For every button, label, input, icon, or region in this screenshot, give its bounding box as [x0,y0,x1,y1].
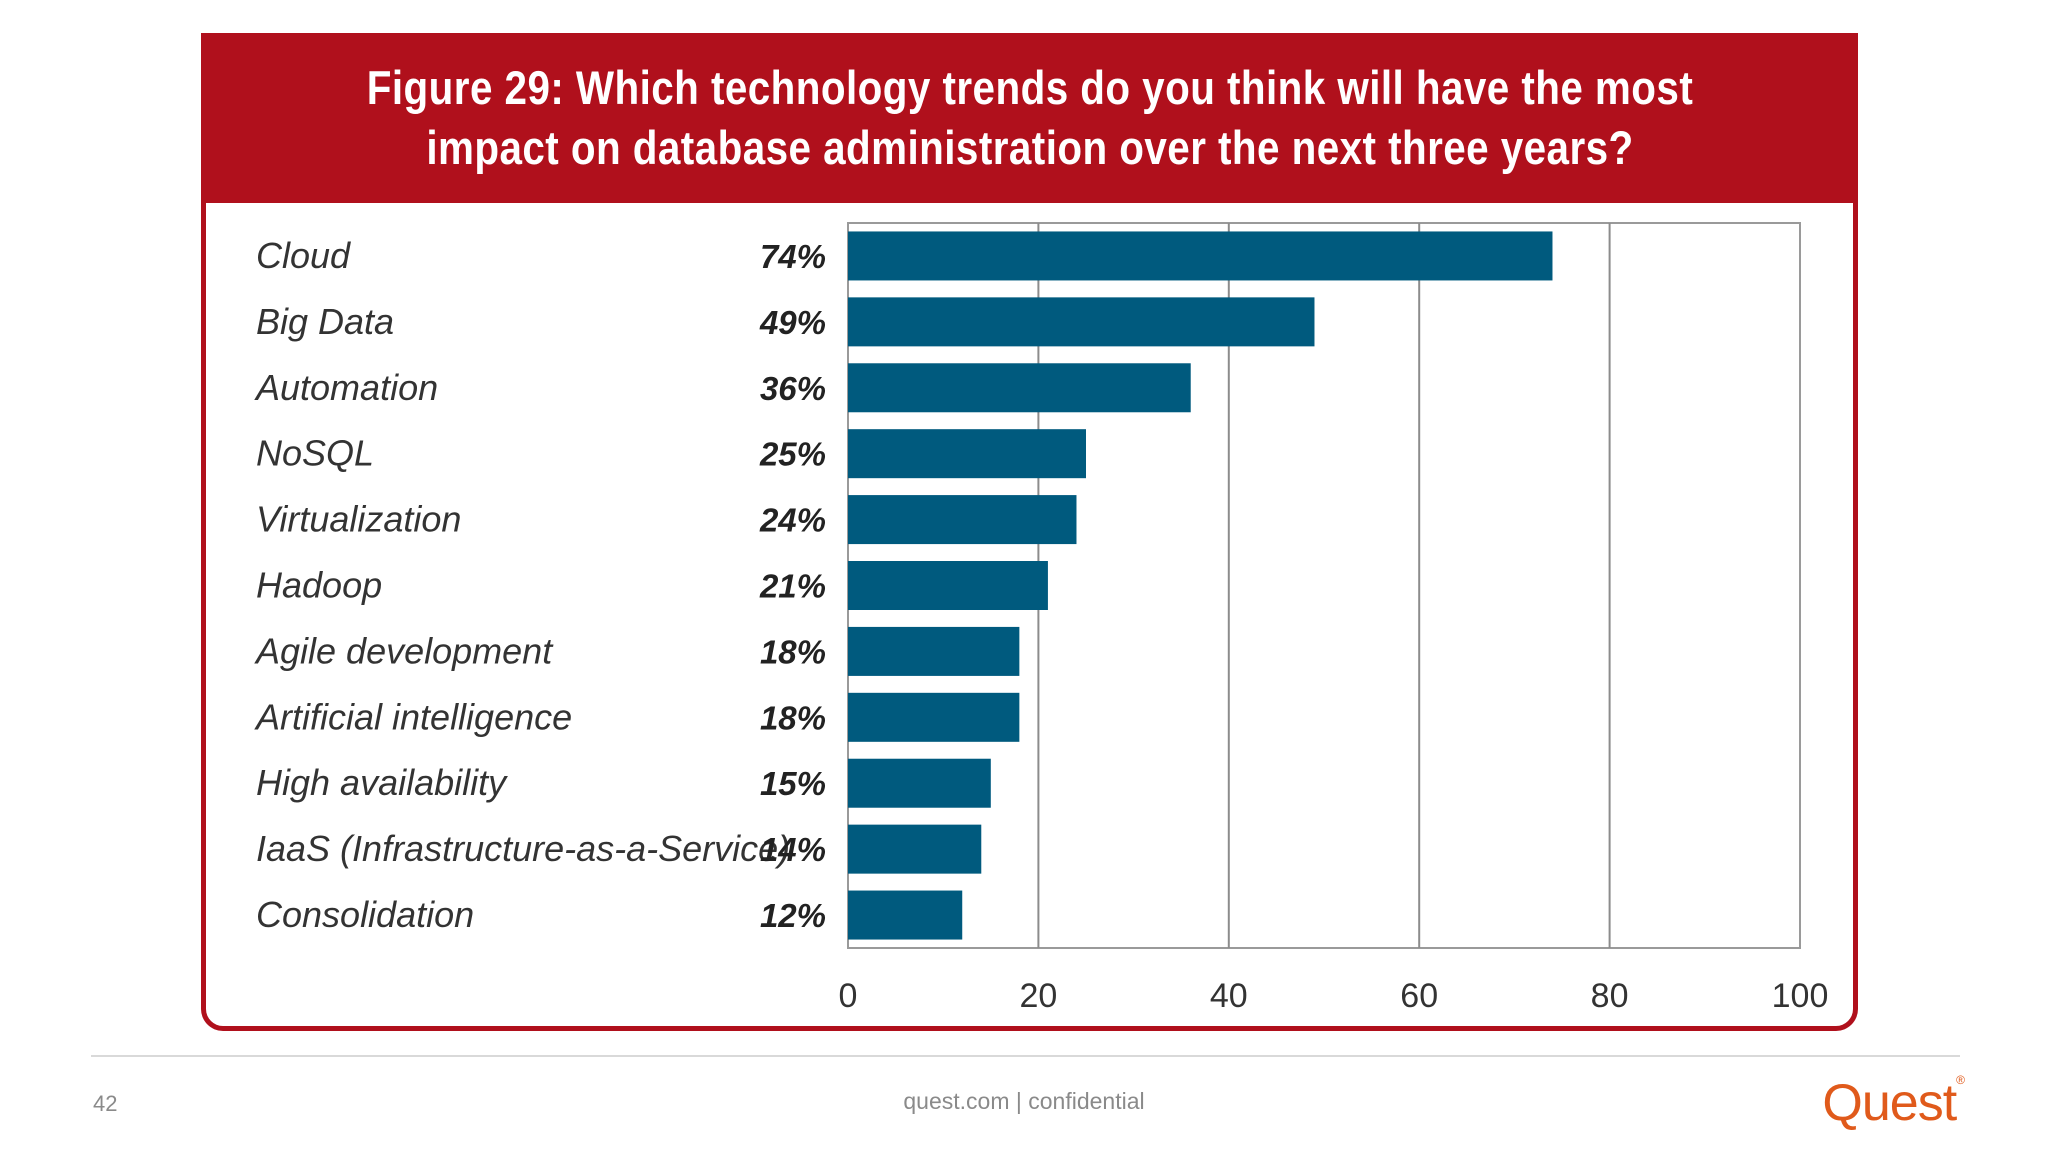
footer-divider [91,1055,1960,1057]
bar [848,758,991,808]
figure-frame [201,33,1858,1031]
value-label: 21% [759,568,826,605]
bar [848,890,963,940]
footer-confidential: quest.com | confidential [903,1088,1145,1114]
bar [848,429,1086,479]
value-label: 18% [760,633,826,670]
category-label: Artificial intelligence [254,696,572,737]
quest-logo: Quest® [1822,1073,1965,1132]
x-tick-label: 60 [1400,977,1438,1015]
category-label: Cloud [256,235,351,276]
bar [848,363,1191,413]
category-label: Consolidation [256,894,474,935]
value-label: 14% [760,831,826,868]
value-label: 36% [760,370,826,407]
value-label: 18% [760,699,826,736]
bar [848,626,1020,676]
category-label: Big Data [256,301,394,342]
value-label: 74% [760,238,826,275]
bar [848,692,1020,742]
page-number: 42 [93,1091,118,1116]
category-label: NoSQL [256,433,374,474]
chart-title: Figure 29: Which technology trends do yo… [366,61,1693,174]
value-label: 49% [759,304,826,341]
value-label: 25% [759,436,826,473]
value-label: 24% [759,502,826,539]
category-label: High availability [256,762,508,803]
category-label: Hadoop [256,565,382,606]
x-tick-label: 80 [1591,977,1629,1015]
x-tick-label: 40 [1210,977,1248,1015]
value-label: 15% [760,765,826,802]
x-tick-label: 100 [1772,977,1829,1015]
category-label: IaaS (Infrastructure-as-a-Service) [256,828,790,869]
x-tick-label: 20 [1019,977,1057,1015]
chart-title-bar: Figure 29: Which technology trends do yo… [201,33,1858,203]
category-label: Agile development [254,630,554,671]
category-label: Virtualization [256,499,461,540]
bar [848,561,1048,610]
value-label: 12% [760,897,826,934]
bar [848,231,1553,281]
bar [848,297,1315,347]
category-label: Automation [254,367,438,408]
x-tick-label: 0 [839,977,858,1015]
bar [848,495,1077,545]
bar [848,824,982,874]
